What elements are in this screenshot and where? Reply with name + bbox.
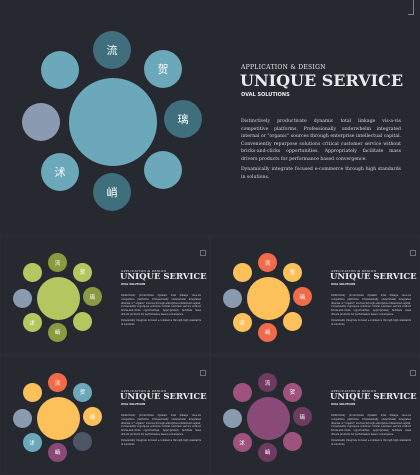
orbit-circle: 璃 (82, 287, 102, 307)
center-circle (69, 78, 157, 166)
orbit-circle: 璃 (82, 407, 102, 427)
orbit-circle: 沭 (232, 433, 252, 452)
thumb-corner-badge (200, 250, 206, 256)
orbit-circle: 流 (258, 253, 277, 273)
orbit-circle: 沭 (232, 313, 252, 332)
orbit-circle: 沭 (41, 153, 79, 191)
thumb-kicker: APPLICATION & DESIGN (331, 269, 377, 273)
orbit-circle (232, 383, 252, 403)
center-circle (246, 276, 290, 320)
orbit-circle: 璃 (292, 287, 312, 307)
orbit-circle (22, 103, 60, 141)
thumb-subtitle: OVAL SOLUTIONS (121, 283, 146, 286)
orbit-circle: 流 (48, 373, 67, 393)
corner-mark (408, 0, 414, 15)
orbit-circle (144, 151, 182, 189)
orbit-circle: 峭 (258, 322, 277, 342)
thumbnail-slide-3[interactable]: 流贺璃峭沭 APPLICATION & DESIGN UNIQUE SERVICE O… (1, 357, 209, 474)
orbit-circle: 峭 (93, 173, 131, 211)
main-slide[interactable]: APPLICATION & DESIGN UNIQUE SERVICE OVAL… (0, 0, 420, 235)
thumb-title: UNIQUE SERVICE (330, 392, 417, 402)
orbit-circle (283, 312, 302, 332)
thumb-paragraph-1: Distinctively productivate dynamic total… (331, 414, 411, 436)
orbit-circle: 流 (258, 373, 277, 393)
slide-paragraph-2: Dynamically integrate focused e-commerce… (241, 167, 401, 180)
orbit-circle: 流 (93, 31, 131, 69)
center-circle (36, 276, 80, 320)
orbit-circle: 璃 (164, 100, 202, 138)
orbit-circle: 贺 (144, 50, 182, 88)
orbit-circle: 贺 (283, 382, 302, 402)
orbit-circle (41, 51, 79, 89)
center-circle (246, 396, 290, 440)
thumb-paragraph-2: Dynamically integrate focused e-commerce… (121, 319, 201, 326)
orbit-circle: 贺 (73, 382, 92, 402)
thumb-kicker: APPLICATION & DESIGN (121, 389, 167, 393)
orbit-circle: 贺 (283, 262, 302, 282)
thumb-paragraph-1: Distinctively productivate dynamic total… (121, 294, 201, 316)
slide-paragraph-1: Distinctively productivate dynamic total… (241, 119, 401, 162)
thumb-paragraph-2: Dynamically integrate focused e-commerce… (331, 319, 411, 326)
thumb-corner-badge (200, 370, 206, 376)
thumb-corner-badge (410, 250, 416, 256)
thumb-title: UNIQUE SERVICE (120, 272, 207, 282)
thumbnail-slide-4[interactable]: 流贺璃峭沭 APPLICATION & DESIGN UNIQUE SERVICE O… (211, 357, 419, 474)
thumb-title: UNIQUE SERVICE (120, 392, 207, 402)
orbit-circle (232, 263, 252, 283)
thumb-kicker: APPLICATION & DESIGN (121, 269, 167, 273)
thumb-paragraph-2: Dynamically integrate focused e-commerce… (121, 439, 201, 446)
thumb-subtitle: OVAL SOLUTIONS (331, 283, 356, 286)
orbit-circle (22, 263, 42, 283)
orbit-circle: 峭 (48, 442, 67, 462)
thumb-subtitle: OVAL SOLUTIONS (331, 403, 356, 406)
orbit-circle (73, 432, 92, 452)
orbit-circle: 峭 (48, 322, 67, 342)
thumbnail-slide-2[interactable]: 流贺璃峭沭 APPLICATION & DESIGN UNIQUE SERVICE O… (211, 237, 419, 354)
thumb-corner-badge (410, 370, 416, 376)
slide-title: UNIQUE SERVICE (240, 71, 404, 90)
thumb-subtitle: OVAL SOLUTIONS (121, 403, 146, 406)
thumb-paragraph-1: Distinctively productivate dynamic total… (331, 294, 411, 316)
orbit-circle (223, 288, 243, 308)
orbit-circle (22, 383, 42, 403)
orbit-circle (13, 288, 33, 308)
orbit-circle: 贺 (73, 262, 92, 282)
thumb-paragraph-1: Distinctively productivate dynamic total… (121, 414, 201, 436)
orbit-circle: 峭 (258, 442, 277, 462)
orbit-circle (283, 432, 302, 452)
thumb-title: UNIQUE SERVICE (330, 272, 417, 282)
orbit-circle (223, 408, 243, 428)
orbit-circle: 璃 (292, 407, 312, 427)
thumb-kicker: APPLICATION & DESIGN (331, 389, 377, 393)
orbit-circle: 沭 (22, 433, 42, 452)
orbit-circle (73, 312, 92, 332)
orbit-circle (13, 408, 33, 428)
thumb-paragraph-2: Dynamically integrate focused e-commerce… (331, 439, 411, 446)
orbit-circle: 沭 (22, 313, 42, 332)
slide-kicker: APPLICATION & DESIGN (241, 64, 326, 71)
slide-subtitle: OVAL SOLUTIONS (241, 92, 290, 98)
center-circle (36, 396, 80, 440)
orbit-circle: 流 (48, 253, 67, 273)
thumbnail-slide-1[interactable]: 流贺璃峭沭 APPLICATION & DESIGN UNIQUE SERVICE O… (1, 237, 209, 354)
